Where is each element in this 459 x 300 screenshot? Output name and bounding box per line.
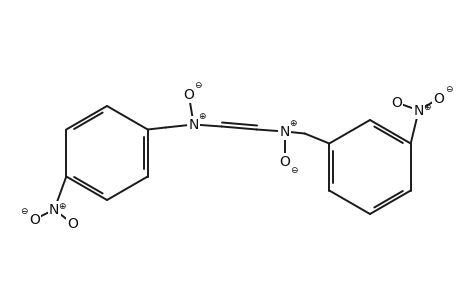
Text: ⊖: ⊖ [444, 85, 452, 94]
Text: ⊕: ⊕ [422, 103, 430, 112]
Text: N: N [279, 124, 289, 139]
Text: N: N [413, 103, 423, 118]
Text: ⊕: ⊕ [288, 119, 296, 128]
Text: N: N [188, 118, 198, 131]
Text: O: O [391, 95, 401, 110]
Text: O: O [29, 212, 39, 226]
Text: ⊖: ⊖ [21, 207, 28, 216]
Text: O: O [432, 92, 443, 106]
Text: ⊕: ⊕ [58, 202, 66, 211]
Text: O: O [183, 88, 194, 101]
Text: ⊖: ⊖ [289, 166, 297, 175]
Text: ⊖: ⊖ [194, 81, 201, 90]
Text: ⊕: ⊕ [197, 112, 205, 121]
Text: O: O [279, 154, 290, 169]
Text: N: N [49, 202, 59, 217]
Text: O: O [67, 217, 78, 230]
